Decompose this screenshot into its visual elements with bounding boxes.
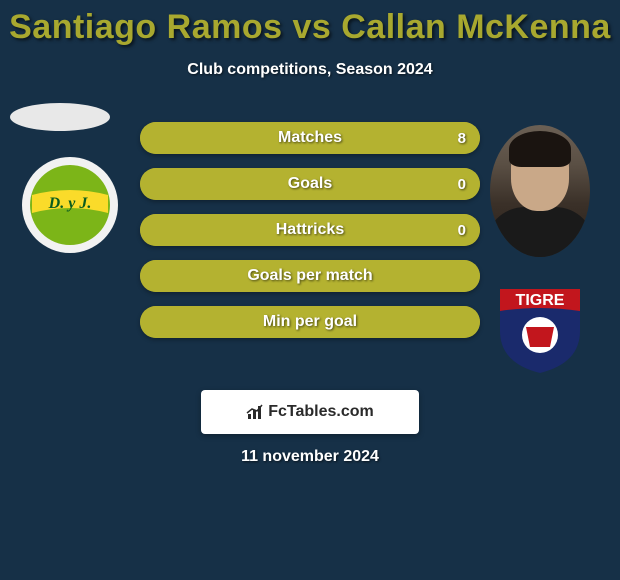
stat-bars: Matches 8 Goals 0 Hattricks 0 Goals per match M…: [140, 122, 480, 352]
infographic-container: Santiago Ramos vs Callan McKenna Club co…: [0, 0, 620, 580]
player-right-block: TIGRE: [490, 125, 590, 375]
club-badge-left: D. y J.: [20, 155, 120, 255]
stat-bar: Goals per match: [140, 260, 480, 292]
stat-label: Min per goal: [263, 313, 357, 331]
page-title: Santiago Ramos vs Callan McKenna: [0, 0, 620, 47]
stat-value: 8: [458, 130, 466, 147]
stat-bar: Goals 0: [140, 168, 480, 200]
stat-bar: Matches 8: [140, 122, 480, 154]
fctables-watermark: FcTables.com: [201, 390, 419, 434]
chart-icon: [246, 404, 264, 420]
club-badge-right: TIGRE: [490, 275, 590, 375]
stat-label: Matches: [278, 129, 342, 147]
infographic-date: 11 november 2024: [0, 448, 620, 466]
stat-value: 0: [458, 176, 466, 193]
stat-label: Goals: [288, 175, 332, 193]
stat-value: 0: [458, 222, 466, 239]
stat-bar: Min per goal: [140, 306, 480, 338]
player-left-avatar-placeholder: [10, 103, 110, 131]
stat-label: Goals per match: [247, 267, 372, 285]
player-left-block: D. y J.: [10, 103, 120, 255]
svg-text:D. y J.: D. y J.: [48, 195, 92, 212]
fctables-label: FcTables.com: [268, 403, 374, 421]
svg-text:TIGRE: TIGRE: [516, 292, 565, 309]
stat-bar: Hattricks 0: [140, 214, 480, 246]
stat-label: Hattricks: [276, 221, 344, 239]
subtitle: Club competitions, Season 2024: [0, 61, 620, 79]
player-right-avatar: [490, 125, 590, 257]
